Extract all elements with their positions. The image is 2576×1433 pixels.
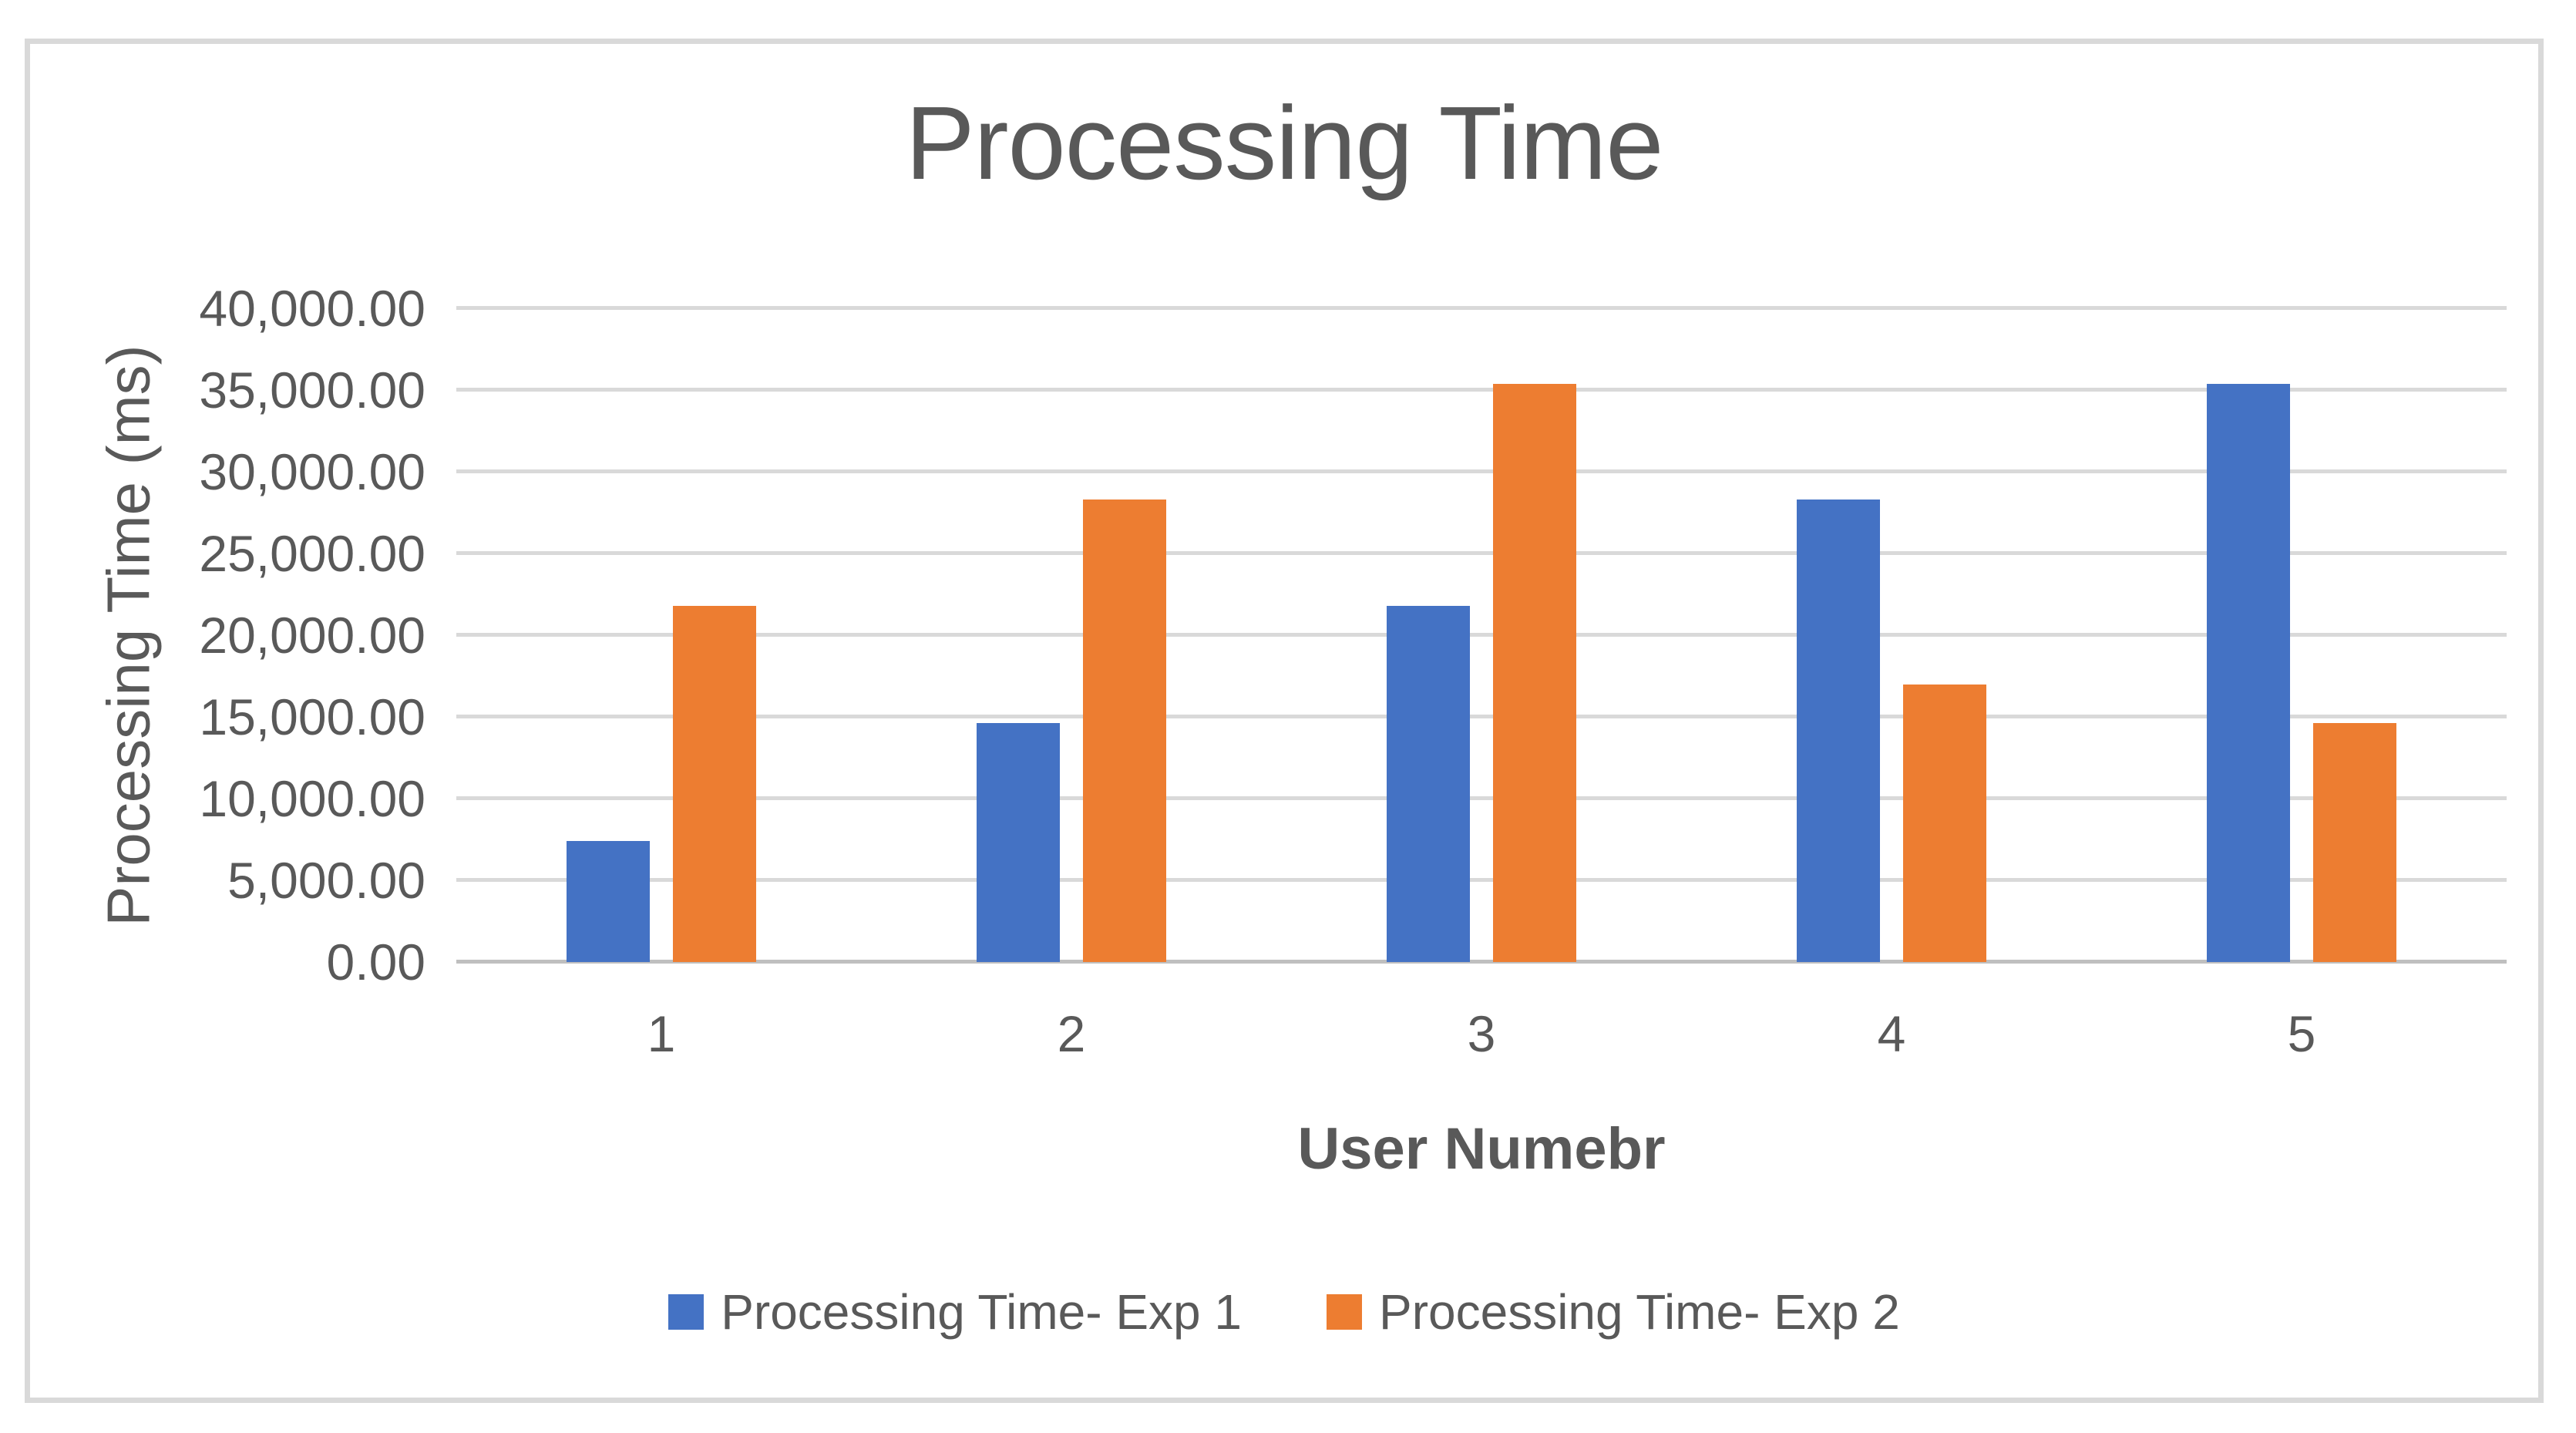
legend: Processing Time- Exp 1 Processing Time- E… bbox=[30, 1283, 2538, 1340]
y-tick-label: 15,000.00 bbox=[199, 688, 425, 745]
bar-group-2 bbox=[866, 308, 1276, 962]
bar-series2-cat4 bbox=[1903, 684, 1986, 962]
chart-frame: Processing Time Processing Time (ms) 0.0… bbox=[25, 39, 2544, 1403]
gridline bbox=[456, 469, 2507, 473]
y-tick-label: 25,000.00 bbox=[199, 525, 425, 582]
bar-series2-cat1 bbox=[673, 605, 756, 962]
gridline bbox=[456, 633, 2507, 637]
bar-series1-cat3 bbox=[1387, 605, 1470, 962]
gridline bbox=[456, 878, 2507, 882]
bar-series1-cat5 bbox=[2207, 383, 2290, 962]
x-axis-title: User Numebr bbox=[1297, 1116, 1666, 1182]
y-tick-label: 20,000.00 bbox=[199, 607, 425, 664]
bar-series2-cat3 bbox=[1493, 383, 1576, 962]
x-tick-label: 4 bbox=[1877, 1005, 1906, 1062]
legend-marker-icon bbox=[668, 1294, 705, 1330]
x-tick-label: 1 bbox=[647, 1005, 676, 1062]
legend-item-series1: Processing Time- Exp 1 bbox=[668, 1283, 1242, 1340]
x-axis-line bbox=[456, 960, 2507, 964]
legend-label: Processing Time- Exp 1 bbox=[721, 1284, 1242, 1340]
y-tick-label: 10,000.00 bbox=[199, 770, 425, 827]
gridline bbox=[456, 306, 2507, 310]
legend-marker-icon bbox=[1327, 1294, 1362, 1330]
bar-series2-cat2 bbox=[1083, 500, 1166, 962]
y-tick-label: 40,000.00 bbox=[199, 280, 425, 337]
x-tick-label: 2 bbox=[1057, 1005, 1086, 1062]
gridline bbox=[456, 796, 2507, 800]
chart-title: Processing Time bbox=[905, 85, 1664, 201]
bar-group-3 bbox=[1276, 308, 1687, 962]
bar-group-4 bbox=[1687, 308, 2097, 962]
x-tick-label: 3 bbox=[1467, 1005, 1496, 1062]
bar-series1-cat4 bbox=[1797, 500, 1880, 962]
gridline bbox=[456, 388, 2507, 392]
bar-series1-cat2 bbox=[977, 723, 1060, 962]
x-tick-label: 5 bbox=[2287, 1005, 2316, 1062]
bar-group-5 bbox=[2097, 308, 2507, 962]
y-tick-label: 5,000.00 bbox=[227, 852, 425, 909]
plot-area bbox=[456, 306, 2507, 964]
x-axis-tick-labels: 1 2 3 4 5 bbox=[456, 1004, 2507, 1063]
y-tick-label: 35,000.00 bbox=[199, 362, 425, 419]
gridline bbox=[456, 551, 2507, 555]
bar-series1-cat1 bbox=[567, 841, 650, 962]
legend-label: Processing Time- Exp 2 bbox=[1379, 1284, 1900, 1340]
bar-series2-cat5 bbox=[2313, 723, 2396, 962]
y-tick-label: 0.00 bbox=[326, 933, 425, 991]
y-tick-label: 30,000.00 bbox=[199, 443, 425, 500]
y-axis-tick-labels: 0.00 5,000.00 10,000.00 15,000.00 20,000.00 2… bbox=[30, 280, 441, 991]
bar-group-1 bbox=[456, 308, 866, 962]
bar-groups bbox=[456, 308, 2507, 962]
legend-item-series2: Processing Time- Exp 2 bbox=[1327, 1283, 1900, 1340]
gridline bbox=[456, 715, 2507, 718]
